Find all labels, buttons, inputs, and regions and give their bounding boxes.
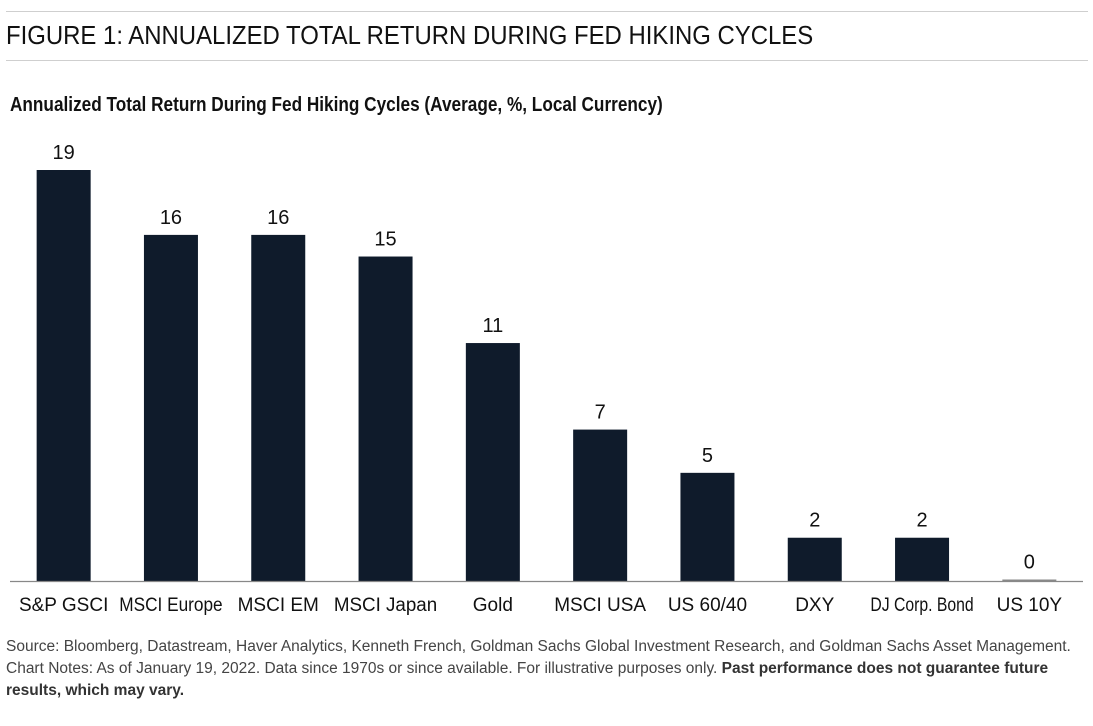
bar-9 [1002, 579, 1057, 581]
footnote-text: Source: Bloomberg, Datastream, Haver Ana… [6, 638, 1071, 677]
data-label-4: 11 [482, 315, 503, 337]
data-label-1: 16 [160, 207, 182, 229]
category-label-0: S&P GSCI [19, 595, 108, 616]
data-label-3: 15 [374, 229, 396, 251]
data-label-0: 19 [53, 142, 75, 164]
source-footnote: Source: Bloomberg, Datastream, Haver Ana… [6, 636, 1091, 702]
category-label-5: MSCI USA [554, 595, 646, 616]
category-label-8: DJ Corp. Bond [870, 595, 973, 616]
data-label-2: 16 [267, 207, 289, 229]
bar-chart: 19 S&P GSCI 16 MSCI Europe 16 MSCI EM 15 MSCI J… [10, 142, 1083, 616]
category-label-4: Gold [473, 595, 513, 616]
top-rule [6, 11, 1088, 12]
data-label-8: 2 [916, 510, 927, 532]
category-label-7: DXY [795, 595, 834, 616]
figure-title: FIGURE 1: ANNUALIZED TOTAL RETURN DURING… [6, 20, 814, 50]
footnote-disclaimer: Past performance does not guarantee futu… [6, 660, 1049, 699]
data-label-6: 5 [702, 445, 713, 467]
bar-1 [143, 234, 198, 582]
title-rule [6, 60, 1088, 61]
bar-6 [680, 472, 735, 581]
bar-5 [573, 429, 628, 581]
category-label-3: MSCI Japan [334, 595, 437, 616]
data-label-5: 7 [595, 402, 606, 424]
bar-7 [787, 537, 842, 581]
bar-2 [251, 234, 306, 582]
bar-4 [465, 343, 520, 581]
category-label-2: MSCI EM [238, 595, 319, 616]
bar-0 [36, 170, 91, 581]
bar-8 [895, 537, 950, 581]
category-label-1: MSCI Europe [119, 595, 222, 616]
category-label-6: US 60/40 [668, 595, 747, 616]
data-label-7: 2 [809, 510, 820, 532]
chart-title: Annualized Total Return During Fed Hikin… [10, 94, 663, 116]
category-label-9: US 10Y [997, 595, 1063, 616]
data-label-9: 0 [1024, 552, 1035, 574]
bar-3 [358, 256, 413, 581]
